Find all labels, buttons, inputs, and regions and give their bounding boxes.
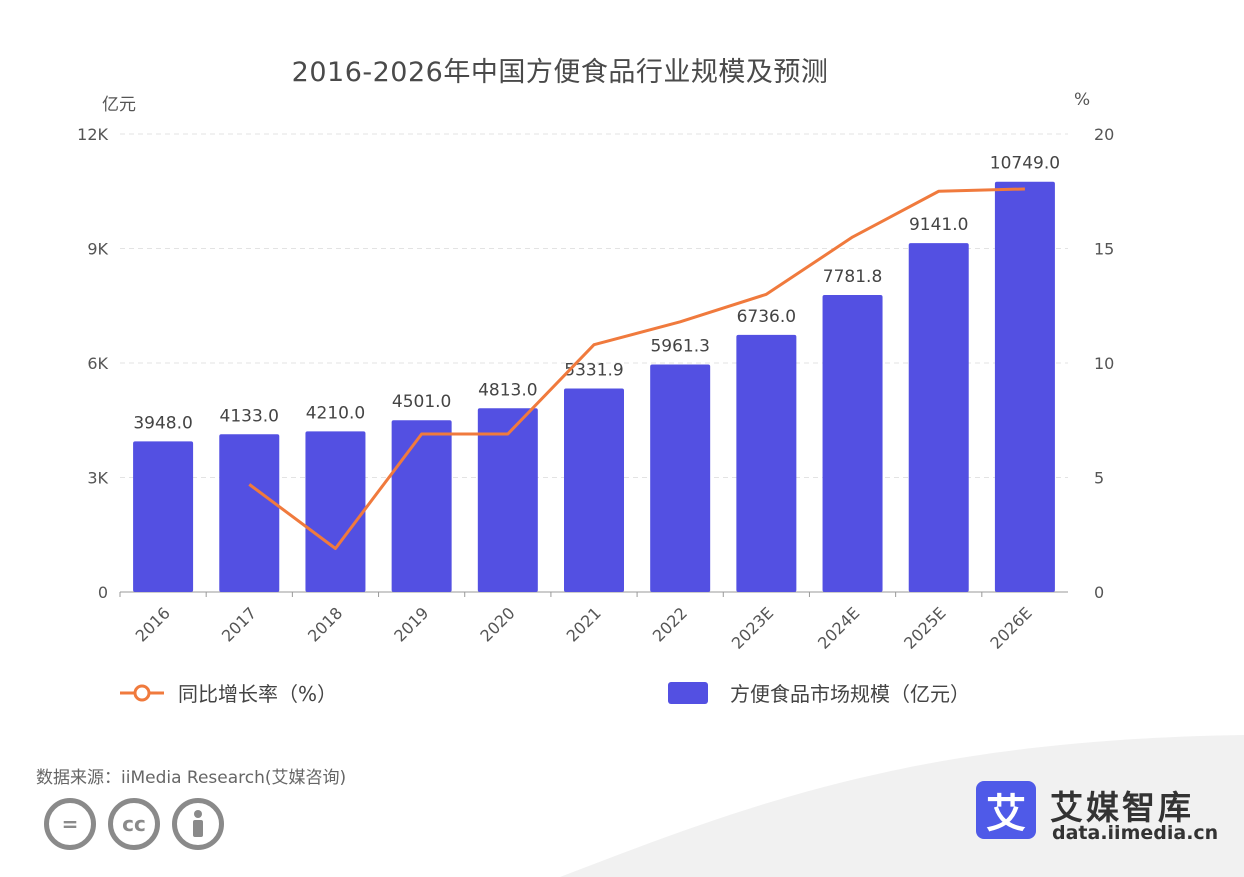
bar-legend-icon (668, 681, 708, 704)
bar-value-label: 5331.9 (564, 360, 623, 380)
license-icons: = cc (44, 798, 224, 850)
bar (736, 334, 797, 592)
brand-url: data.iimedia.cn (1052, 822, 1219, 844)
y-right-tick-label: 20 (1094, 125, 1114, 144)
growth-rate-line (248, 187, 1025, 550)
x-tick-label: 2016 (132, 603, 174, 645)
x-tick-label: 2022 (649, 603, 691, 645)
brand-logo: 艾 (976, 781, 1036, 839)
x-tick-label: 2018 (304, 603, 346, 645)
y-left-tick-label: 9K (87, 240, 108, 259)
bar-value-label: 4210.0 (306, 403, 365, 423)
brand-name: 艾媒智库 (1050, 788, 1194, 827)
x-tick-label: 2023E (728, 603, 777, 652)
x-tick-label: 2026E (986, 603, 1035, 652)
chart-title: 2016-2026年中国方便食品行业规模及预测 (291, 57, 829, 88)
legend-label-market-size: 方便食品市场规模（亿元） (730, 682, 970, 706)
bar (822, 294, 883, 592)
bar-value-label: 6736.0 (737, 307, 796, 327)
bar-value-label: 3948.0 (133, 413, 192, 433)
equals-icon: = (44, 798, 96, 850)
bar (305, 431, 366, 592)
y-left-tick-label: 0 (98, 583, 108, 602)
bar (650, 364, 711, 592)
bar (908, 243, 969, 592)
chart-canvas: 0 0 3K 5 6K 10 9K 15 12K 20 3948.0 2016 4133.0 2017 42… (77, 125, 1114, 653)
bar (994, 181, 1055, 592)
bar-value-label: 10749.0 (990, 154, 1060, 174)
line-legend-icon (120, 684, 164, 701)
legend-item-growth-rate[interactable]: 同比增长率（%） (120, 678, 337, 707)
y-right-tick-label: 10 (1094, 354, 1114, 373)
x-tick-label: 2021 (563, 603, 605, 645)
x-tick-label: 2020 (476, 603, 518, 645)
y-right-tick-label: 5 (1094, 469, 1104, 488)
y-left-tick-label: 6K (87, 354, 108, 373)
x-tick-label: 2017 (218, 603, 260, 645)
bar (219, 434, 280, 592)
person-icon (172, 798, 224, 850)
left-axis-unit: 亿元 (102, 95, 136, 115)
bar (564, 388, 624, 592)
bar-value-label: 4813.0 (478, 380, 537, 400)
x-tick-label: 2019 (390, 603, 432, 645)
y-left-tick-label: 3K (87, 469, 108, 488)
legend-label-growth-rate: 同比增长率（%） (178, 682, 338, 706)
right-axis-unit: % (1074, 90, 1091, 110)
bar-value-label: 9141.0 (909, 215, 968, 235)
legend-item-market-size[interactable]: 方便食品市场规模（亿元） (668, 678, 970, 707)
x-tick-label: 2025E (900, 603, 949, 652)
bar (133, 441, 194, 592)
y-left-tick-label: 12K (77, 125, 108, 144)
y-right-tick-label: 0 (1094, 583, 1104, 602)
bar (477, 408, 538, 592)
bar (391, 420, 452, 592)
bar-value-label: 7781.8 (823, 267, 882, 287)
y-right-tick-label: 15 (1094, 240, 1114, 259)
x-tick-label: 2024E (814, 603, 863, 652)
bar-value-label: 5961.3 (650, 336, 709, 356)
data-source-text: 数据来源：iiMedia Research(艾媒咨询) (36, 768, 347, 788)
bar-value-label: 4501.0 (392, 392, 451, 412)
bar-value-label: 4133.0 (220, 406, 279, 426)
cc-icon: cc (108, 798, 160, 850)
